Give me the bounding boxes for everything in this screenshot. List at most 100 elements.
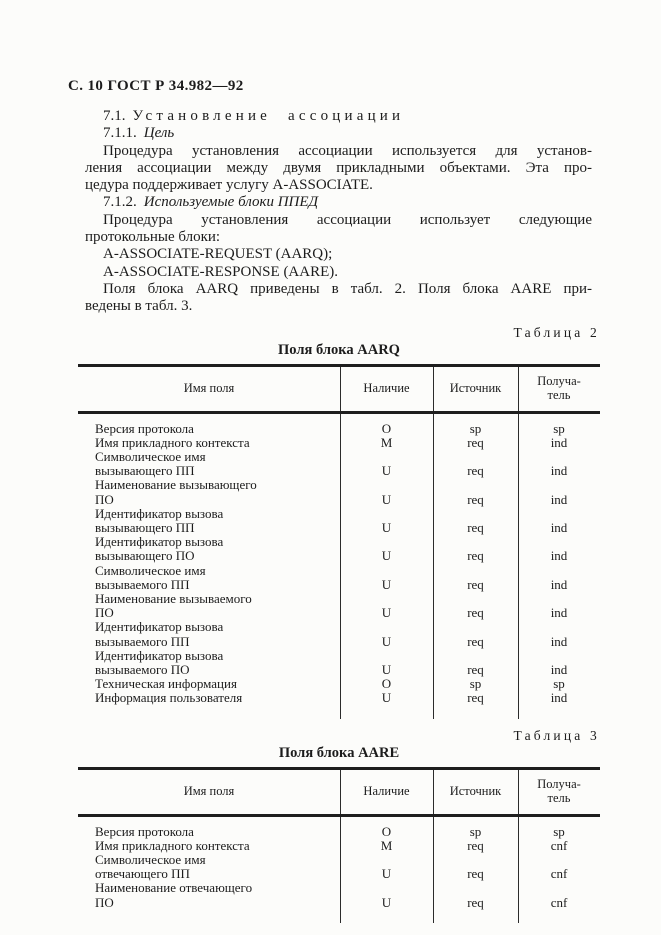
source-cell: req (467, 690, 484, 706)
paragraph-line: ведены в табл. 3. (85, 298, 193, 315)
receiver-cell: cnf (550, 837, 568, 853)
column-divider (433, 413, 434, 719)
table-header-row: Имя поля Наличие Источник Получа- тель (78, 766, 600, 817)
receiver-cell: ind (550, 576, 568, 592)
column-divider (518, 413, 519, 719)
field-name-cell: Символическое имя вызывающего ПП (78, 448, 340, 478)
receiver-cell: ind (550, 548, 568, 564)
column-header: Наличие (363, 380, 410, 395)
data-table: Таблица 2 Поля блока AARQ Имя поля Наличие И… (78, 325, 600, 719)
field-name-line: Версия протокола (95, 823, 194, 839)
field-name-cell: Идентификатор вызова вызывающего ПО (78, 534, 340, 563)
column-header: Наличие (363, 783, 410, 798)
field-name-line: Техническая информация (95, 676, 237, 692)
column-header: Источник (449, 783, 502, 798)
field-name-cell: Версия протокола (78, 823, 340, 839)
field-name-line: Идентификатор вызова (95, 505, 224, 521)
heading-title: Установление ассоциации (132, 108, 405, 124)
field-name-line: Символическое имя (95, 852, 206, 868)
source-cell: req (467, 837, 484, 853)
field-name-line: Наименование вызывающего (95, 477, 257, 493)
paragraph-line: Процедура установления ассоциации исполь… (103, 142, 592, 159)
column-divider (340, 413, 341, 719)
field-name-cell: Имя прикладного контекста (78, 434, 340, 450)
table-label: Таблица 2 (513, 324, 600, 340)
source-cell: sp (469, 420, 482, 436)
table-label: Таблица 3 (513, 727, 600, 743)
source-cell: req (467, 894, 484, 910)
field-name-line: вызываемого ПО (95, 662, 190, 678)
column-header: Получа- тель (537, 777, 581, 805)
column-divider (433, 769, 434, 814)
availability-cell: M (380, 434, 393, 450)
source-cell: req (467, 866, 484, 882)
field-name-cell: Идентификатор вызова вызываемого ПО (78, 648, 340, 678)
availability-cell: U (381, 519, 392, 535)
source-cell: req (467, 605, 484, 621)
field-name-line: Символическое имя (95, 562, 206, 578)
column-divider (340, 816, 341, 923)
paragraph-line: Поля блока AARQ приведены в табл. 2. Пол… (103, 280, 592, 297)
receiver-cell: ind (550, 690, 568, 706)
field-name-line: Имя прикладного контекста (95, 434, 250, 450)
receiver-cell: ind (550, 519, 568, 535)
availability-cell: O (381, 420, 392, 436)
protocol-block-line: A-ASSOCIATE-RESPONSE (AARE). (103, 263, 339, 280)
availability-cell: U (381, 633, 392, 649)
receiver-cell: sp (553, 676, 565, 692)
field-name-line: Идентификатор вызова (95, 534, 224, 550)
table-grid: Имя поля Наличие Источник Получа- тель Верси… (78, 363, 600, 719)
paragraph-line: Процедура установления ассоциации исполь… (103, 211, 592, 228)
column-header: Имя поля (183, 380, 235, 395)
source-cell: req (467, 662, 484, 678)
receiver-cell: ind (550, 463, 568, 479)
receiver-cell: ind (550, 662, 568, 678)
receiver-cell: ind (550, 434, 568, 450)
column-divider (518, 816, 519, 923)
column-header: Имя поля (183, 783, 235, 798)
section-heading: 7.1.2. Используемые блоки ППЕД (85, 194, 592, 211)
source-cell: req (467, 633, 484, 649)
availability-cell: O (381, 823, 392, 839)
source-cell: sp (469, 676, 482, 692)
field-name-cell: Имя прикладного контекста (78, 837, 340, 853)
heading-number: 7.1. (103, 108, 126, 124)
availability-cell: M (380, 837, 393, 853)
text-content: 7.1. Установление ассоциации 7.1.1. Цель Про… (85, 108, 592, 316)
field-name-cell: Техническая информация (78, 677, 340, 691)
field-name-line: вызывающего ПП (95, 519, 195, 535)
source-cell: req (467, 576, 484, 592)
column-divider (340, 769, 341, 814)
field-name-line: Символическое имя (95, 448, 206, 464)
field-name-line: Имя прикладного контекста (95, 837, 250, 853)
field-name-line: Информация пользователя (95, 690, 243, 706)
availability-cell: U (381, 894, 392, 910)
tables-container: Таблица 2 Поля блока AARQ Имя поля Наличие И… (78, 325, 600, 923)
column-divider (518, 366, 519, 411)
field-name-line: вызываемого ПП (95, 633, 190, 649)
column-header: Получа- тель (537, 374, 581, 402)
availability-cell: U (381, 866, 392, 882)
source-cell: req (467, 548, 484, 564)
field-name-cell: Наименование отвечающего ПО (78, 881, 340, 910)
column-header: Источник (449, 380, 502, 395)
availability-cell: U (381, 463, 392, 479)
source-cell: req (467, 463, 484, 479)
field-name-cell: Версия протокола (78, 421, 340, 436)
field-name-line: ПО (95, 491, 114, 507)
table-header-row: Имя поля Наличие Источник Получа- тель (78, 363, 600, 414)
column-divider (433, 816, 434, 923)
